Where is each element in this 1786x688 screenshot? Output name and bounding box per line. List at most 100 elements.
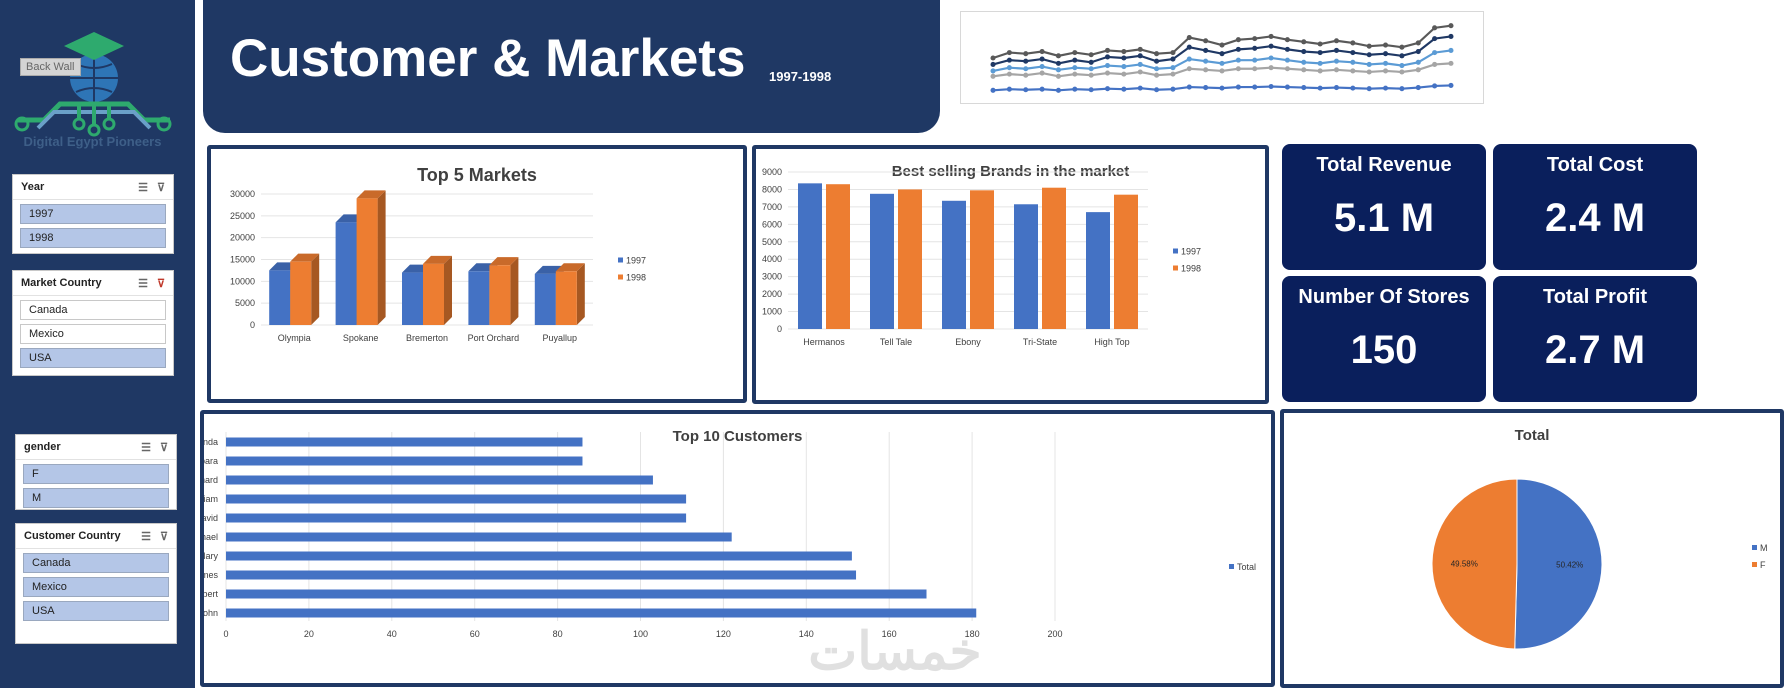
multi-select-icon[interactable]: ☰ (141, 530, 151, 543)
series-point (990, 68, 996, 74)
page-subtitle-years: 1997-1998 (769, 69, 832, 84)
series-point (1448, 82, 1454, 88)
bar (226, 589, 927, 599)
series-point (1186, 66, 1192, 72)
x-tick-label: Olympia (278, 333, 311, 343)
series-point (990, 61, 996, 67)
clear-filter-icon[interactable]: ⊽ (159, 530, 168, 543)
slicer-item-usa[interactable]: USA (20, 348, 166, 368)
series-point (1383, 60, 1389, 66)
clear-filter-icon[interactable]: ⊽ (156, 277, 165, 290)
series-point (1088, 72, 1094, 78)
kpi-total-profit: Total Profit 2.7 M (1493, 276, 1697, 402)
slicer-title: Customer Country (24, 530, 121, 542)
kpi-total-cost: Total Cost 2.4 M (1493, 144, 1697, 270)
bar (226, 456, 583, 466)
clear-filter-icon[interactable]: ⊽ (156, 181, 165, 194)
series-point (1301, 39, 1307, 45)
bar-top (489, 257, 519, 266)
series-point (1317, 50, 1323, 56)
y-tick-label: John (204, 608, 218, 618)
legend-swatch (1752, 562, 1757, 567)
back-wall-tooltip: Back Wall (20, 58, 81, 76)
series-point (1284, 57, 1290, 63)
slicer-item-canada[interactable]: Canada (20, 300, 166, 320)
slicer-item-m[interactable]: M (23, 488, 169, 508)
slicer-header: Year ☰ ⊽ (13, 175, 173, 200)
bar (1114, 194, 1138, 329)
y-tick-label: James (204, 570, 218, 580)
slicer-item-usa[interactable]: USA (23, 601, 169, 621)
bar (468, 271, 490, 325)
bar-top (356, 190, 386, 199)
clear-filter-icon[interactable]: ⊽ (159, 441, 168, 454)
kpi-label: Total Profit (1542, 286, 1648, 308)
multi-select-icon[interactable]: ☰ (138, 181, 148, 194)
y-tick-label: 9000 (762, 167, 782, 177)
best-selling-brands-panel: Best selling Brands in the market 0 1000 2… (752, 145, 1269, 404)
series-point (1023, 87, 1029, 93)
bar (423, 263, 444, 325)
series-point (1350, 68, 1356, 74)
y-tick-label: 5000 (762, 237, 782, 247)
series-point (1366, 69, 1372, 75)
legend-label: F (1760, 560, 1766, 570)
page-title: Customer & Markets (230, 29, 746, 88)
series-point (1055, 73, 1061, 79)
bar (870, 193, 894, 329)
best-selling-brands-chart: 0 1000 2000 3000 4000 5000 6000 7000 8000 9000 Her… (762, 167, 1201, 347)
legend-label: 1997 (626, 256, 646, 266)
y-tick-label: 0 (250, 320, 255, 330)
y-tick-label: 15000 (230, 255, 255, 265)
series-point (1268, 43, 1274, 49)
slicer-item-1997[interactable]: 1997 (20, 204, 166, 224)
slicer-item-mexico[interactable]: Mexico (20, 324, 166, 344)
bar (226, 475, 653, 485)
legend-swatch (1229, 564, 1234, 569)
slicer-item-1998[interactable]: 1998 (20, 228, 166, 248)
customer-country-slicer: Customer Country ☰ ⊽ Canada Mexico USA (15, 523, 177, 644)
series-point (1301, 48, 1307, 55)
bar (290, 261, 312, 325)
y-tick-label: David (204, 513, 218, 523)
series-point (1154, 66, 1160, 72)
top-5-markets-chart: 0 5000 10000 15000 20000 25000 30000 Olympia Spo… (230, 189, 646, 343)
y-tick-label: 10000 (230, 276, 255, 286)
slicer-item-mexico[interactable]: Mexico (23, 577, 169, 597)
bar (826, 184, 850, 329)
series-point (1333, 85, 1340, 91)
legend-swatch (1173, 265, 1178, 271)
series-point (1399, 86, 1405, 92)
series-point (1121, 48, 1127, 55)
digital-egypt-pioneers-logo (14, 32, 172, 137)
series-point (1072, 65, 1078, 71)
series-point (1154, 58, 1160, 64)
series-point (1268, 55, 1274, 61)
series-point (1350, 59, 1356, 65)
bar (1042, 187, 1066, 329)
series-point (1268, 33, 1274, 40)
series-point (1268, 65, 1274, 71)
logo-text: Digital Egypt Pioneers (23, 134, 162, 149)
series-point (1121, 86, 1127, 92)
legend-swatch (1752, 545, 1757, 550)
series-point (1235, 57, 1241, 63)
slicer-item-f[interactable]: F (23, 464, 169, 484)
legend-label: M (1760, 543, 1768, 553)
series-point (1023, 66, 1029, 72)
slicer-item-canada[interactable]: Canada (23, 553, 169, 573)
series-point (1366, 43, 1372, 49)
y-tick-label: Michael (204, 532, 218, 542)
y-tick-label: 4000 (762, 254, 782, 264)
series-point (1055, 53, 1061, 59)
series-point (1284, 84, 1290, 90)
series-point (1432, 83, 1438, 89)
x-tick-label: Tell Tale (880, 337, 912, 347)
x-tick-label: 180 (965, 629, 980, 639)
multi-select-icon[interactable]: ☰ (141, 441, 151, 454)
series-point (1072, 71, 1078, 77)
series-point (1006, 65, 1012, 71)
series-point (1203, 58, 1209, 64)
chart-title: Total (1514, 427, 1550, 444)
multi-select-icon[interactable]: ☰ (138, 277, 148, 290)
